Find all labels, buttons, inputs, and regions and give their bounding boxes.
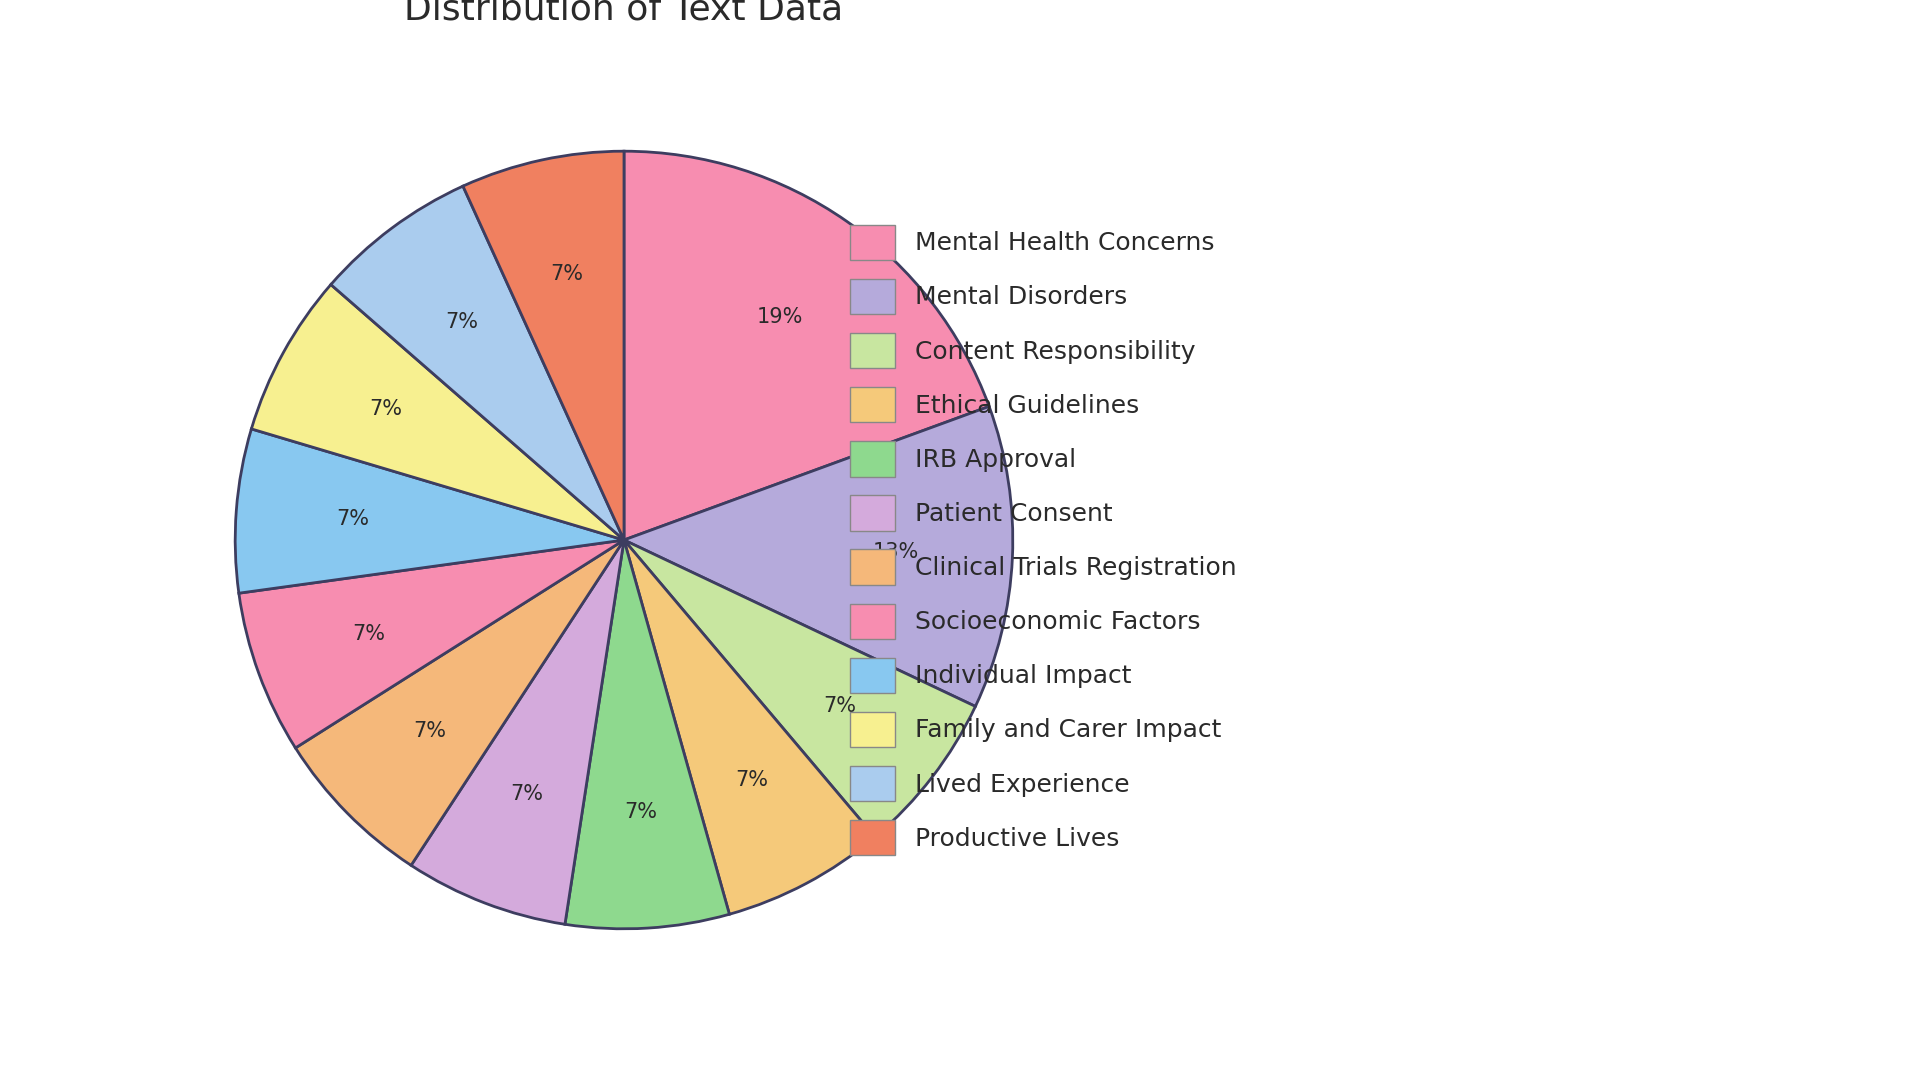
Wedge shape bbox=[624, 540, 975, 837]
Text: 7%: 7% bbox=[624, 801, 657, 822]
Title: Distribution of Text Data: Distribution of Text Data bbox=[405, 0, 843, 26]
Wedge shape bbox=[624, 406, 1012, 706]
Wedge shape bbox=[296, 540, 624, 865]
Wedge shape bbox=[411, 540, 624, 924]
Legend: Mental Health Concerns, Mental Disorders, Content Responsibility, Ethical Guidel: Mental Health Concerns, Mental Disorders… bbox=[851, 225, 1236, 855]
Wedge shape bbox=[236, 429, 624, 593]
Text: 13%: 13% bbox=[874, 542, 920, 563]
Wedge shape bbox=[624, 540, 876, 915]
Text: 7%: 7% bbox=[735, 770, 768, 791]
Wedge shape bbox=[463, 151, 624, 540]
Wedge shape bbox=[238, 540, 624, 748]
Text: 7%: 7% bbox=[369, 399, 401, 419]
Wedge shape bbox=[330, 186, 624, 540]
Text: 7%: 7% bbox=[549, 264, 584, 284]
Wedge shape bbox=[252, 284, 624, 540]
Text: 7%: 7% bbox=[413, 721, 447, 741]
Text: 7%: 7% bbox=[824, 696, 856, 716]
Wedge shape bbox=[564, 540, 730, 929]
Text: 7%: 7% bbox=[511, 784, 543, 805]
Text: 7%: 7% bbox=[351, 623, 384, 644]
Wedge shape bbox=[624, 151, 989, 540]
Text: 19%: 19% bbox=[756, 307, 803, 327]
Text: 7%: 7% bbox=[336, 510, 369, 529]
Text: 7%: 7% bbox=[445, 312, 478, 332]
